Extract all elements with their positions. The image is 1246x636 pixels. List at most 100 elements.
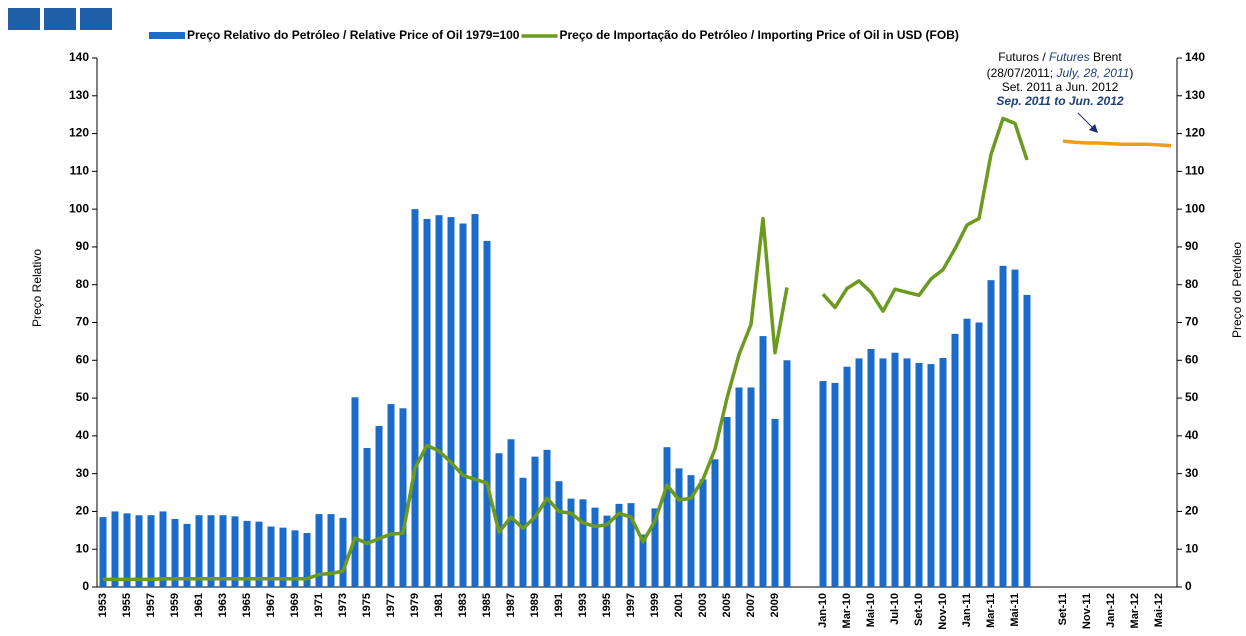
bar [495, 453, 503, 587]
bar [291, 530, 299, 587]
bar [519, 477, 527, 587]
x-tick-label: 1981 [433, 593, 445, 617]
x-tick-label: 1967 [265, 593, 277, 617]
bar [231, 516, 239, 587]
y-tick-label: 70 [76, 315, 90, 329]
bar [243, 520, 251, 587]
bar [723, 416, 731, 587]
bar [543, 449, 551, 587]
bar [183, 523, 191, 587]
bar [507, 439, 515, 587]
bar [879, 358, 887, 587]
bar [207, 515, 215, 587]
bar [783, 360, 791, 587]
bar [387, 404, 395, 587]
bar [279, 527, 287, 587]
bar [327, 514, 335, 587]
y2-tick-label: 80 [1185, 277, 1199, 291]
legend-label: Preço de Importação do Petróleo / Import… [559, 28, 958, 42]
bar [195, 515, 203, 587]
x-tick-label: 1953 [97, 593, 109, 617]
y2-tick-label: 120 [1185, 126, 1205, 140]
x-tick-label: Jan-11 [961, 593, 973, 627]
x-tick-label: 1989 [529, 593, 541, 617]
x-tick-label: 1979 [409, 593, 421, 617]
bar [831, 382, 839, 587]
y2-tick-label: 70 [1185, 315, 1199, 329]
x-tick-label: 1955 [121, 593, 133, 617]
annotation-text: (28/07/2011; [987, 66, 1057, 80]
bar [651, 508, 659, 587]
bar [471, 214, 479, 587]
x-tick-label: 1991 [553, 593, 565, 617]
bar [399, 408, 407, 587]
y-tick-label: 100 [69, 201, 89, 215]
bar [663, 447, 671, 587]
x-tick-label: 1963 [217, 593, 229, 617]
bar [855, 358, 863, 587]
logo-block [44, 8, 76, 30]
bar [927, 364, 935, 587]
bar [639, 534, 647, 587]
x-tick-label: 1985 [481, 593, 493, 617]
x-tick-label: 2007 [745, 593, 757, 617]
y2-tick-label: 40 [1185, 428, 1199, 442]
x-tick-label: 2005 [721, 593, 733, 617]
x-tick-label: 1957 [145, 593, 157, 617]
bar [483, 240, 491, 587]
y-tick-label: 40 [76, 428, 90, 442]
annotation-text: Brent [1090, 50, 1123, 64]
bar [255, 521, 263, 587]
x-tick-label: 1999 [649, 593, 661, 617]
y-tick-label: 10 [76, 541, 90, 555]
bar [735, 387, 743, 587]
x-tick-label: 1965 [241, 593, 253, 617]
x-tick-label: 1971 [313, 593, 325, 617]
bar [423, 218, 431, 587]
bar [819, 381, 827, 587]
bar [603, 515, 611, 587]
x-tick-label: Mai-12 [1153, 593, 1165, 627]
bar [531, 456, 539, 587]
arrow-head [1089, 124, 1098, 133]
bar [315, 514, 323, 587]
x-tick-label: Mai-10 [865, 593, 877, 627]
annotation: Sep. 2011 to Jun. 2012 [996, 94, 1123, 108]
y2-tick-label: 20 [1185, 504, 1199, 518]
bar [363, 447, 371, 587]
bar [939, 358, 947, 587]
y-tick-label: 90 [76, 239, 90, 253]
annotation: (28/07/2011; July, 28, 2011) [987, 66, 1134, 80]
bar [999, 265, 1007, 587]
x-tick-label: Jan-12 [1105, 593, 1117, 628]
bar [447, 217, 455, 587]
bar [891, 352, 899, 587]
y-tick-label: 60 [76, 352, 90, 366]
x-tick-label: 1995 [601, 593, 613, 617]
bar [459, 223, 467, 587]
bar [375, 426, 383, 587]
bar [627, 503, 635, 587]
x-tick-label: 1959 [169, 593, 181, 617]
bar [579, 499, 587, 587]
y-axis-label: Preço Relativo [30, 249, 44, 327]
bar [159, 511, 167, 587]
legend-swatch [149, 32, 185, 39]
bar [1023, 294, 1031, 587]
y2-tick-label: 10 [1185, 541, 1199, 555]
bar [747, 387, 755, 587]
bar [303, 532, 311, 587]
x-tick-label: 1993 [577, 593, 589, 617]
bar [759, 336, 767, 587]
x-tick-label: Nov-10 [937, 593, 949, 630]
x-tick-label: Jan-10 [817, 593, 829, 628]
annotation-arrow [1077, 112, 1095, 130]
x-tick-label: 1973 [337, 593, 349, 617]
y2-tick-label: 90 [1185, 239, 1199, 253]
annotation: Set. 2011 a Jun. 2012 [1002, 80, 1119, 94]
bar [555, 481, 563, 587]
x-tick-label: 1997 [625, 593, 637, 617]
x-tick-label: 2003 [697, 593, 709, 617]
bar [591, 507, 599, 587]
